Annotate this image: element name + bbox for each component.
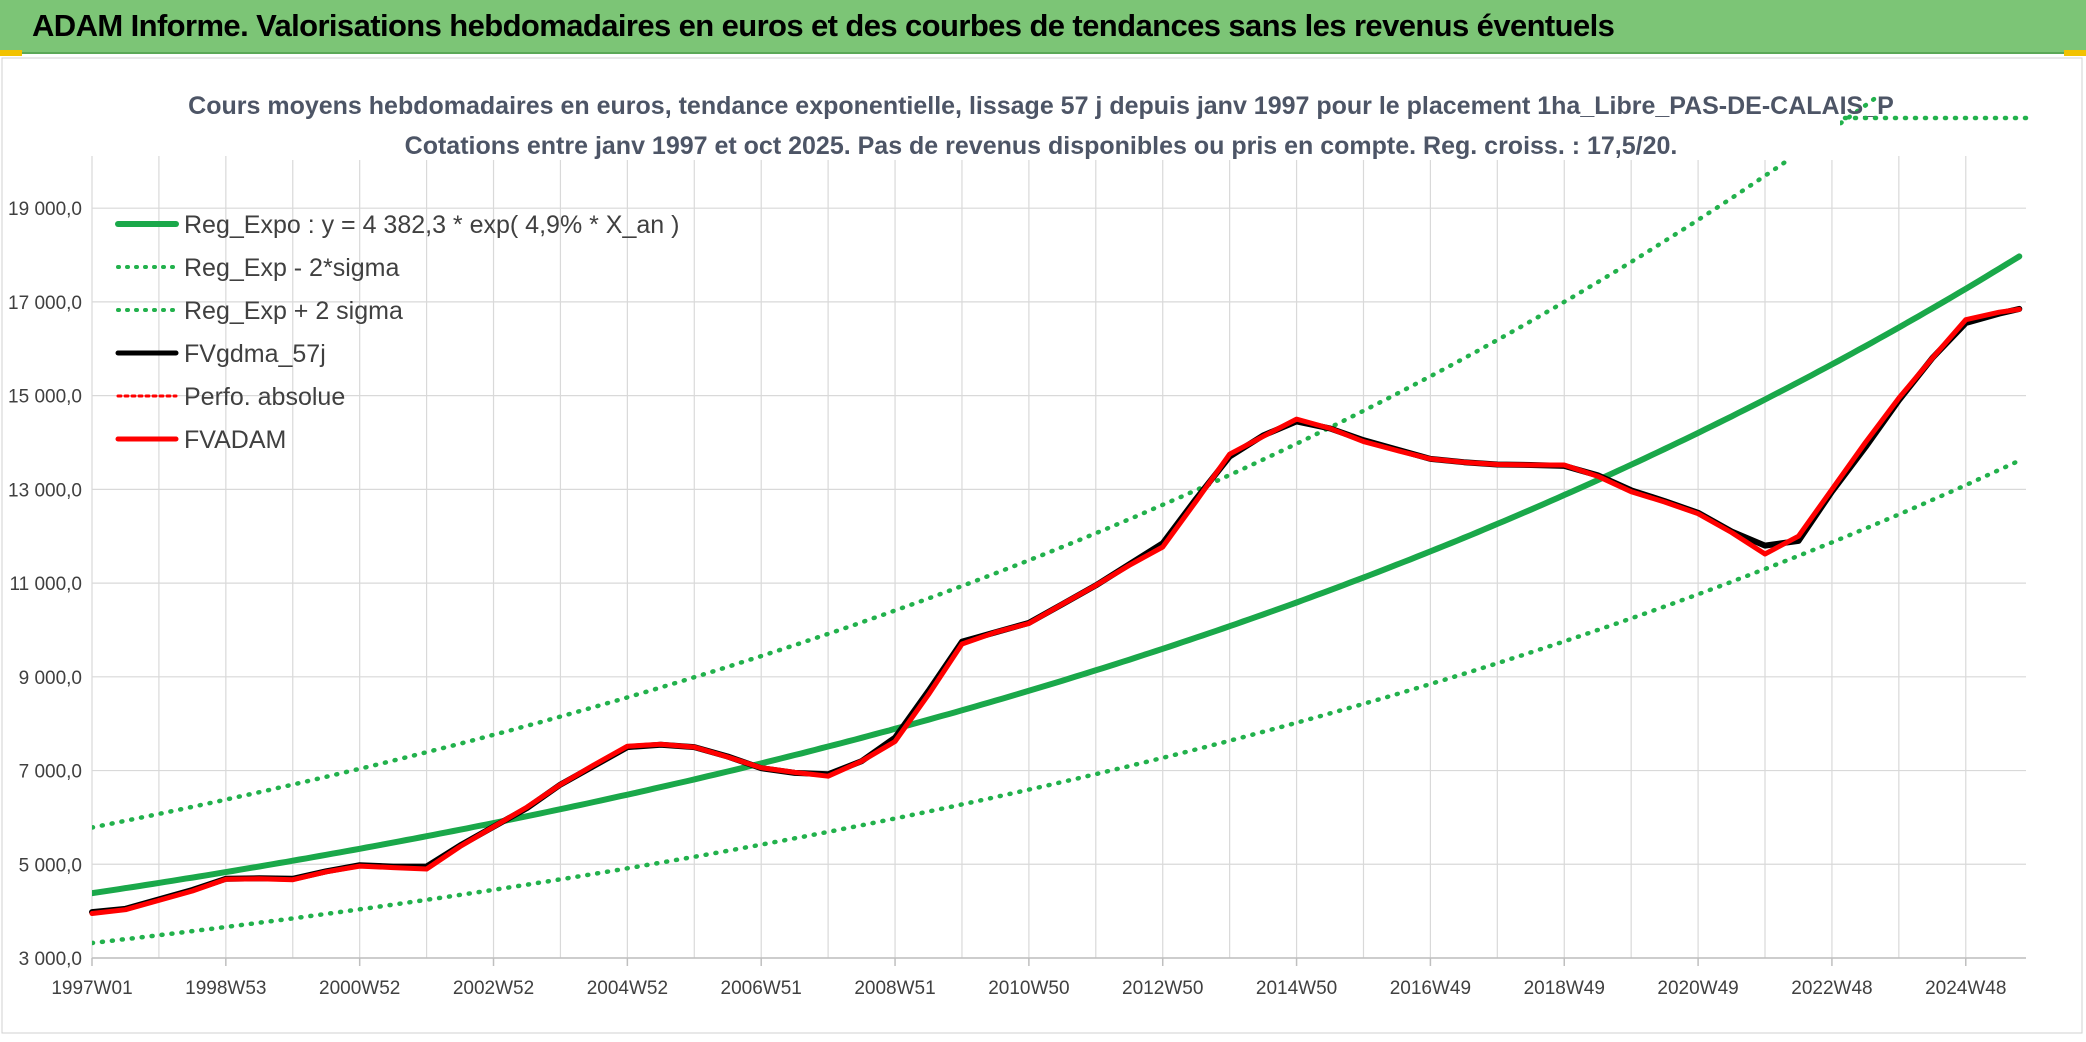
y-tick-label: 17 000,0 — [8, 293, 82, 314]
x-tick-label: 2014W50 — [1256, 978, 1337, 999]
series-reg-exp-plus-2sigma — [92, 96, 1883, 830]
x-tick-label: 2024W48 — [1925, 978, 2006, 999]
y-tick-label: 7 000,0 — [19, 762, 82, 783]
series-reg-expo — [92, 253, 2023, 897]
y-tick-label: 11 000,0 — [9, 574, 82, 595]
legend-label-reg_minus: Reg_Exp - 2*sigma — [184, 254, 399, 282]
chart-legend: Reg_Expo : y = 4 382,3 * exp( 4,9% * X_a… — [115, 115, 2033, 454]
y-tick-label: 13 000,0 — [8, 480, 82, 501]
x-tick-label: 2000W52 — [319, 978, 400, 999]
legend-label-perfo: Perfo. absolue — [184, 383, 345, 411]
x-tick-label: 2012W50 — [1122, 978, 1203, 999]
series-fvadam — [89, 306, 2022, 916]
chart-area: 3 000,0 5 000,0 7 000,0 9 000,0 11 000,0 13 0… — [0, 56, 2086, 1037]
x-tick-label: 1997W01 — [51, 978, 132, 999]
chart-title-block: Cours moyens hebdomadaires en euros, ten… — [188, 88, 1894, 160]
x-tick-label: 2016W49 — [1390, 978, 1471, 999]
x-tick-label: 2018W49 — [1524, 978, 1605, 999]
x-tick-label: 2022W48 — [1791, 978, 1872, 999]
y-tick-label: 3 000,0 — [19, 949, 82, 970]
line-chart: 3 000,0 5 000,0 7 000,0 9 000,0 11 000,0 13 0… — [1, 57, 2083, 1034]
x-tick-label: 2010W50 — [988, 978, 1069, 999]
legend-label-reg_expo: Reg_Expo : y = 4 382,3 * exp( 4,9% * X_a… — [184, 211, 679, 239]
x-tick-label: 1998W53 — [185, 978, 266, 999]
y-tick-label: 9 000,0 — [19, 668, 82, 689]
x-tick-label: 2008W51 — [854, 978, 935, 999]
x-tick-label: 2006W51 — [721, 978, 802, 999]
legend-label-fvadam: FVADAM — [184, 426, 286, 454]
report-banner: ADAM Informe. Valorisations hebdomadaire… — [0, 0, 2086, 54]
chart-subtitle: Cotations entre janv 1997 et oct 2025. P… — [405, 132, 1678, 160]
chart-title: Cours moyens hebdomadaires en euros, ten… — [188, 92, 1894, 120]
series-layer — [89, 96, 2023, 946]
report-title: ADAM Informe. Valorisations hebdomadaire… — [32, 8, 1615, 43]
x-tick-label: 2002W52 — [453, 978, 534, 999]
y-tick-label: 19 000,0 — [8, 199, 82, 220]
y-tick-label: 15 000,0 — [8, 387, 82, 408]
corner-marker-right — [2064, 50, 2086, 56]
y-tick-label: 5 000,0 — [19, 855, 82, 876]
x-tick-label: 2020W49 — [1657, 978, 1738, 999]
title-background — [240, 88, 1840, 160]
corner-marker-left — [0, 50, 22, 56]
axes: 3 000,0 5 000,0 7 000,0 9 000,0 11 000,0 13 0… — [8, 199, 2026, 999]
x-tick-label: 2004W52 — [587, 978, 668, 999]
legend-label-reg_plus: Reg_Exp + 2 sigma — [184, 297, 403, 325]
legend-label-fvgdma: FVgdma_57j — [184, 340, 326, 368]
